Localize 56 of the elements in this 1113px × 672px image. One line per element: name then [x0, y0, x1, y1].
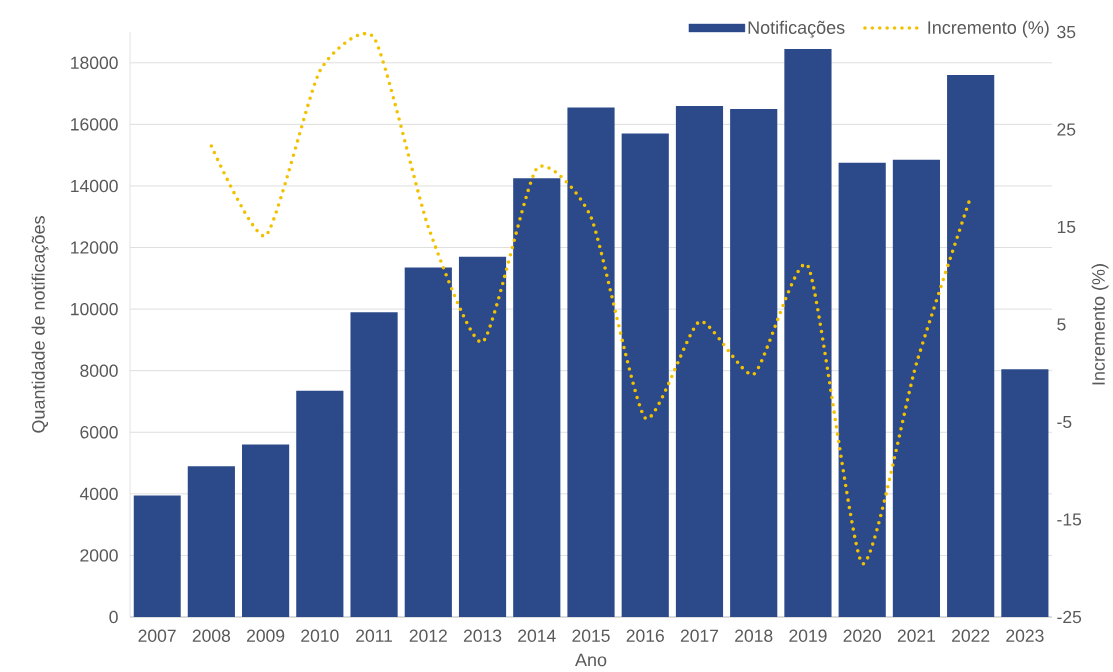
- x-tick-label: 2008: [192, 629, 231, 642]
- bar: [404, 267, 452, 617]
- x-tick-label: 2021: [897, 629, 936, 642]
- bar: [784, 48, 832, 617]
- y-axis-title: Quantidade de notificações: [31, 216, 49, 433]
- y2-tick-label: -15: [1057, 513, 1082, 526]
- legend-label: Incremento (%): [928, 20, 1049, 38]
- bar: [675, 105, 724, 617]
- y2-tick-label: 35: [1057, 25, 1076, 39]
- y2-tick-label: -5: [1057, 415, 1072, 429]
- x-axis-title: Ano: [575, 653, 607, 667]
- x-tick-label: 2013: [463, 629, 502, 642]
- y2-tick-label: 15: [1057, 220, 1076, 234]
- bar: [458, 256, 507, 617]
- bar: [567, 107, 615, 617]
- bar: [187, 466, 235, 617]
- x-tick-label: 2012: [409, 629, 447, 642]
- y-tick-label: 10000: [71, 302, 118, 316]
- x-tick-label: 2009: [247, 629, 285, 642]
- x-tick-label: 2023: [1006, 629, 1044, 642]
- y-tick-label: 16000: [71, 118, 118, 131]
- y-tick-label: 14000: [71, 179, 118, 193]
- y-tick-label: 4000: [79, 487, 118, 501]
- y2-tick-label: 5: [1057, 318, 1066, 331]
- x-tick-label: 2017: [680, 629, 719, 642]
- y-tick-label: 12000: [71, 241, 118, 254]
- y2-tick-label: 25: [1057, 123, 1076, 136]
- bar: [621, 133, 669, 617]
- y2-axis-title: Incremento (%): [1091, 264, 1109, 385]
- y-tick-label: 18000: [71, 56, 118, 69]
- y-tick-label: 0: [109, 610, 118, 624]
- x-tick-label: 2015: [572, 629, 610, 642]
- bar: [838, 162, 886, 617]
- x-tick-label: 2016: [626, 629, 664, 642]
- x-tick-label: 2014: [518, 629, 556, 642]
- x-tick-label: 2019: [789, 629, 827, 642]
- bar: [133, 495, 181, 617]
- bar: [947, 75, 995, 617]
- y-tick-label: 2000: [80, 549, 118, 562]
- y-tick-label: 8000: [80, 364, 118, 377]
- bar: [1001, 369, 1049, 617]
- bar: [296, 390, 344, 617]
- x-tick-label: 2007: [138, 629, 176, 642]
- y2-tick-label: -25: [1057, 610, 1082, 624]
- bar: [350, 312, 398, 617]
- x-tick-label: 2010: [301, 629, 339, 642]
- legend-label: Notificações: [748, 20, 845, 38]
- x-tick-label: 2022: [952, 629, 990, 642]
- bar: [730, 108, 778, 617]
- bar: [513, 178, 561, 617]
- x-tick-label: 2020: [843, 629, 881, 642]
- bar: [892, 159, 941, 617]
- x-tick-label: 2011: [356, 629, 393, 642]
- bar: [242, 444, 290, 617]
- y-tick-label: 6000: [80, 426, 118, 439]
- x-tick-label: 2018: [735, 629, 773, 642]
